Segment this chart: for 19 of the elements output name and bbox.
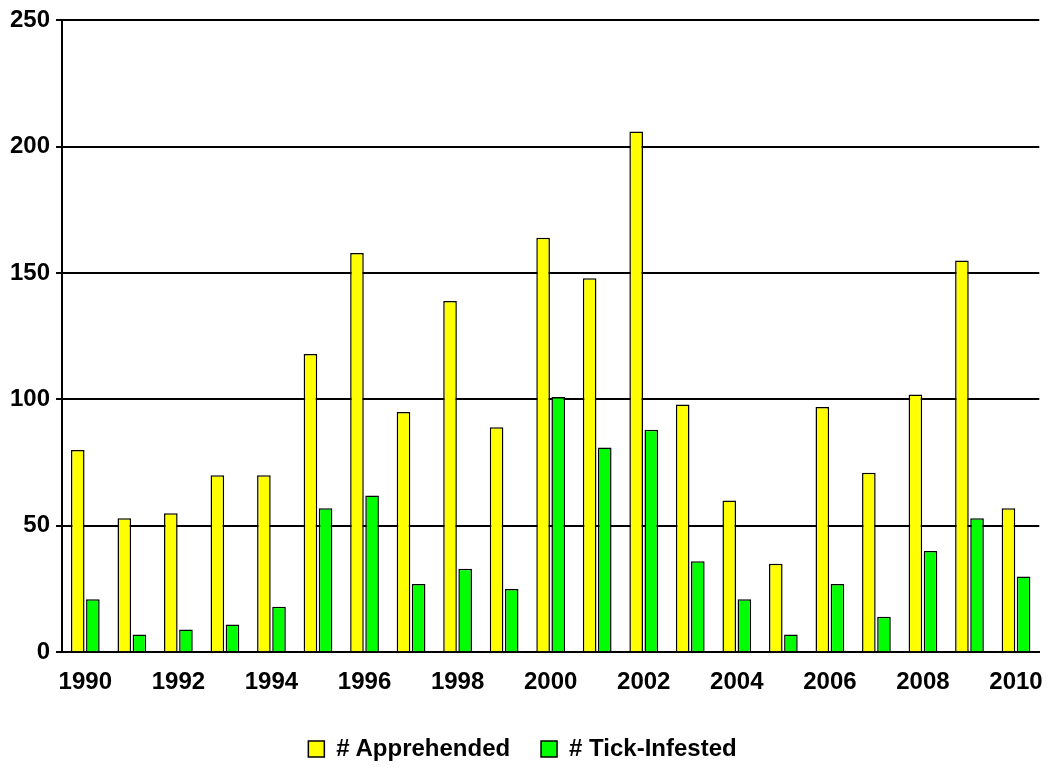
x-tick-label: 1996 bbox=[337, 667, 392, 695]
y-tick-label: 100 bbox=[10, 384, 51, 412]
y-tick-label: 150 bbox=[10, 257, 51, 285]
x-tick-label: 1994 bbox=[244, 667, 299, 695]
x-tick-label: 2004 bbox=[710, 667, 765, 695]
legend-label: # Apprehended bbox=[336, 733, 511, 761]
y-tick-label: 250 bbox=[10, 5, 51, 33]
y-tick-label: 200 bbox=[10, 131, 51, 159]
legend-label: # Tick-Infested bbox=[569, 733, 737, 761]
x-tick-label: 2008 bbox=[896, 667, 950, 695]
x-tick-label: 1990 bbox=[58, 667, 113, 695]
x-tick-label: 2006 bbox=[803, 667, 857, 695]
y-tick-label: 50 bbox=[23, 510, 51, 538]
x-tick-label: 1998 bbox=[430, 667, 485, 695]
x-tick-label: 1992 bbox=[151, 667, 206, 695]
x-tick-label: 2002 bbox=[617, 667, 671, 695]
x-tick-label: 2000 bbox=[523, 667, 578, 695]
y-tick-label: 0 bbox=[36, 636, 51, 664]
x-tick-label: 2010 bbox=[989, 667, 1043, 695]
